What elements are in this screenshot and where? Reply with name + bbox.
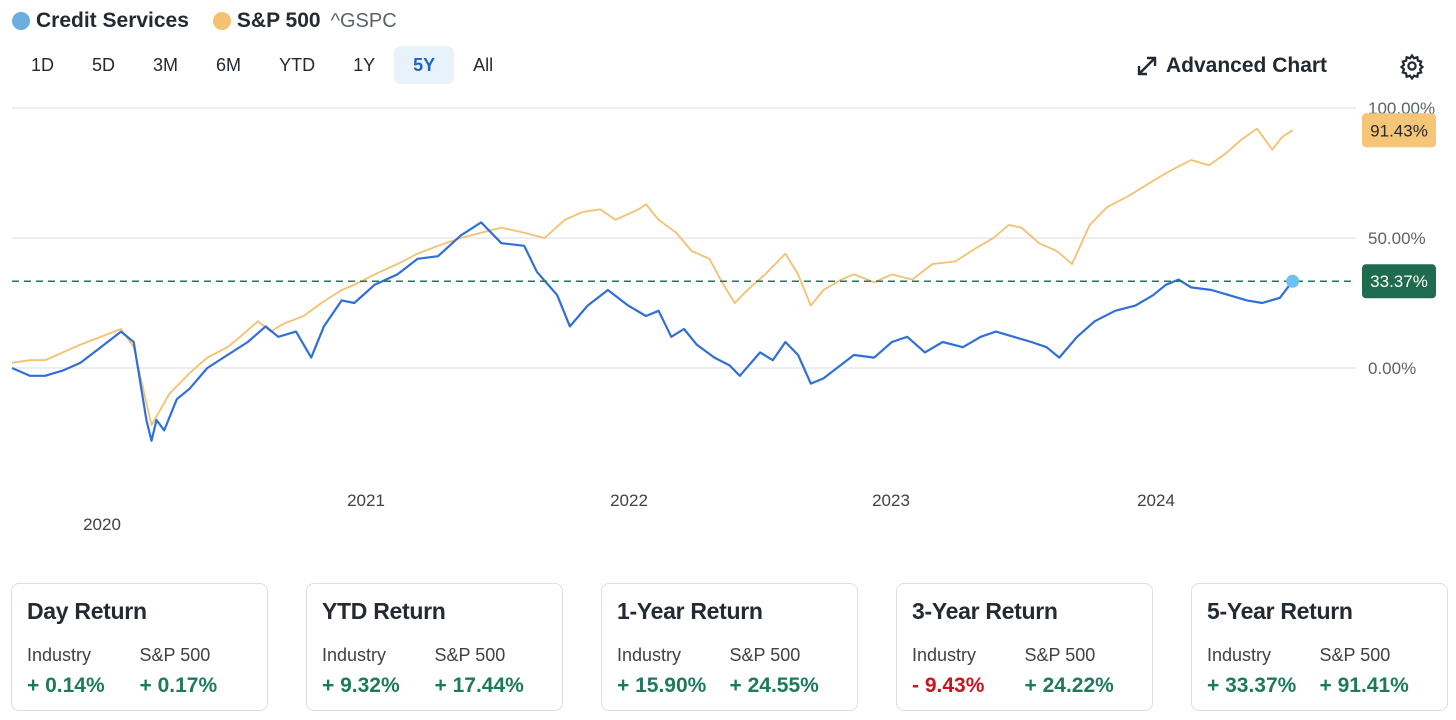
industry-value: + 15.90% <box>617 674 707 697</box>
sp500-value: + 0.17% <box>139 674 218 697</box>
y-tick-label: 100.00% <box>1368 99 1435 118</box>
industry-value: + 9.32% <box>322 674 400 697</box>
advanced-chart-label: Advanced Chart <box>1166 54 1328 77</box>
grid-lines <box>12 107 1356 369</box>
current-value-dot <box>1286 274 1300 288</box>
legend-item-credit-services[interactable]: Credit Services <box>12 9 189 33</box>
sp500-value: + 24.55% <box>729 674 819 697</box>
range-button-5y[interactable]: 5Y <box>394 46 455 84</box>
sp500-value: + 91.41% <box>1319 674 1409 697</box>
card-title: 1-Year Return <box>617 598 763 624</box>
badge-background <box>1362 113 1436 148</box>
range-button-1d[interactable]: 1D <box>31 54 55 75</box>
range-button-1y[interactable]: 1Y <box>353 54 376 75</box>
card-1-year-return: 1-Year Return Industry + 15.90% S&P 500 … <box>601 583 858 711</box>
expand-arrows-icon <box>1137 56 1157 76</box>
card-title: 3-Year Return <box>912 598 1058 624</box>
industry-label: Industry <box>27 645 92 665</box>
range-button-6m[interactable]: 6M <box>216 54 242 75</box>
gear-icon[interactable] <box>1398 52 1426 80</box>
x-axis-ticks: 2020 2021 2022 2023 2024 <box>83 491 1175 534</box>
badge-value: 33.37% <box>1370 272 1428 291</box>
legend-item-sp500[interactable]: S&P 500 ^GSPC <box>212 9 397 33</box>
credit-services-dot-icon <box>12 12 30 30</box>
sp500-end-badge: 91.43% <box>1362 113 1436 148</box>
sp500-label: S&P 500 <box>1319 645 1391 665</box>
x-tick-label: 2023 <box>872 491 910 510</box>
return-cards: Day Return Industry + 0.14% S&P 500 + 0.… <box>11 583 1448 711</box>
industry-label: Industry <box>322 645 387 665</box>
badge-value: 91.43% <box>1370 121 1428 140</box>
credit-services-end-badge: 33.37% <box>1362 264 1436 299</box>
series-lines <box>11 127 1294 442</box>
range-selector: 1D 5D 3M 6M YTD 1Y 5Y All <box>12 46 512 84</box>
credit-services-series-line <box>11 221 1294 442</box>
range-button-5d[interactable]: 5D <box>92 54 116 75</box>
industry-label: Industry <box>912 645 977 665</box>
sp500-dot-icon <box>212 12 231 30</box>
advanced-chart-button[interactable]: Advanced Chart <box>1136 50 1327 82</box>
y-axis-ticks: 100.00% 50.00% 0.00% <box>1368 99 1435 378</box>
reference-line <box>12 274 1356 288</box>
card-day-return: Day Return Industry + 0.14% S&P 500 + 0.… <box>11 583 268 711</box>
x-tick-label: 2022 <box>610 491 648 510</box>
legend-ticker-sp500: ^GSPC <box>330 9 397 32</box>
badge-background <box>1362 264 1436 299</box>
x-tick-label: 2024 <box>1137 491 1175 510</box>
sp500-label: S&P 500 <box>729 645 801 665</box>
sp500-value: + 17.44% <box>434 674 524 697</box>
industry-value: + 33.37% <box>1207 674 1297 697</box>
industry-value: + 0.14% <box>27 674 105 697</box>
y-tick-label: 50.00% <box>1368 229 1426 248</box>
sp500-label: S&P 500 <box>139 645 211 665</box>
card-title: YTD Return <box>322 598 446 624</box>
x-tick-label: 2021 <box>347 491 385 510</box>
sp500-value: + 24.22% <box>1024 674 1114 697</box>
industry-label: Industry <box>1207 645 1272 665</box>
legend-label-credit-services: Credit Services <box>36 9 189 32</box>
sp500-label: S&P 500 <box>434 645 506 665</box>
industry-label: Industry <box>617 645 682 665</box>
sp500-series-line <box>11 127 1294 427</box>
range-button-all[interactable]: All <box>473 54 494 75</box>
x-tick-label: 2020 <box>83 515 121 534</box>
legend-label-sp500: S&P 500 <box>236 9 321 32</box>
chart-legend: Credit Services S&P 500 ^GSPC <box>12 6 397 36</box>
card-3-year-return: 3-Year Return Industry - 9.43% S&P 500 +… <box>896 583 1153 711</box>
card-5-year-return: 5-Year Return Industry + 33.37% S&P 500 … <box>1191 583 1448 711</box>
card-title: Day Return <box>27 598 147 624</box>
card-ytd-return: YTD Return Industry + 9.32% S&P 500 + 17… <box>306 583 563 711</box>
industry-value: - 9.43% <box>912 674 985 697</box>
end-value-badges: 91.43% 33.37% <box>1362 113 1436 299</box>
sp500-label: S&P 500 <box>1024 645 1096 665</box>
y-tick-label: 0.00% <box>1368 359 1416 378</box>
range-button-3m[interactable]: 3M <box>153 54 179 75</box>
card-title: 5-Year Return <box>1207 598 1353 624</box>
range-button-ytd[interactable]: YTD <box>279 54 316 75</box>
